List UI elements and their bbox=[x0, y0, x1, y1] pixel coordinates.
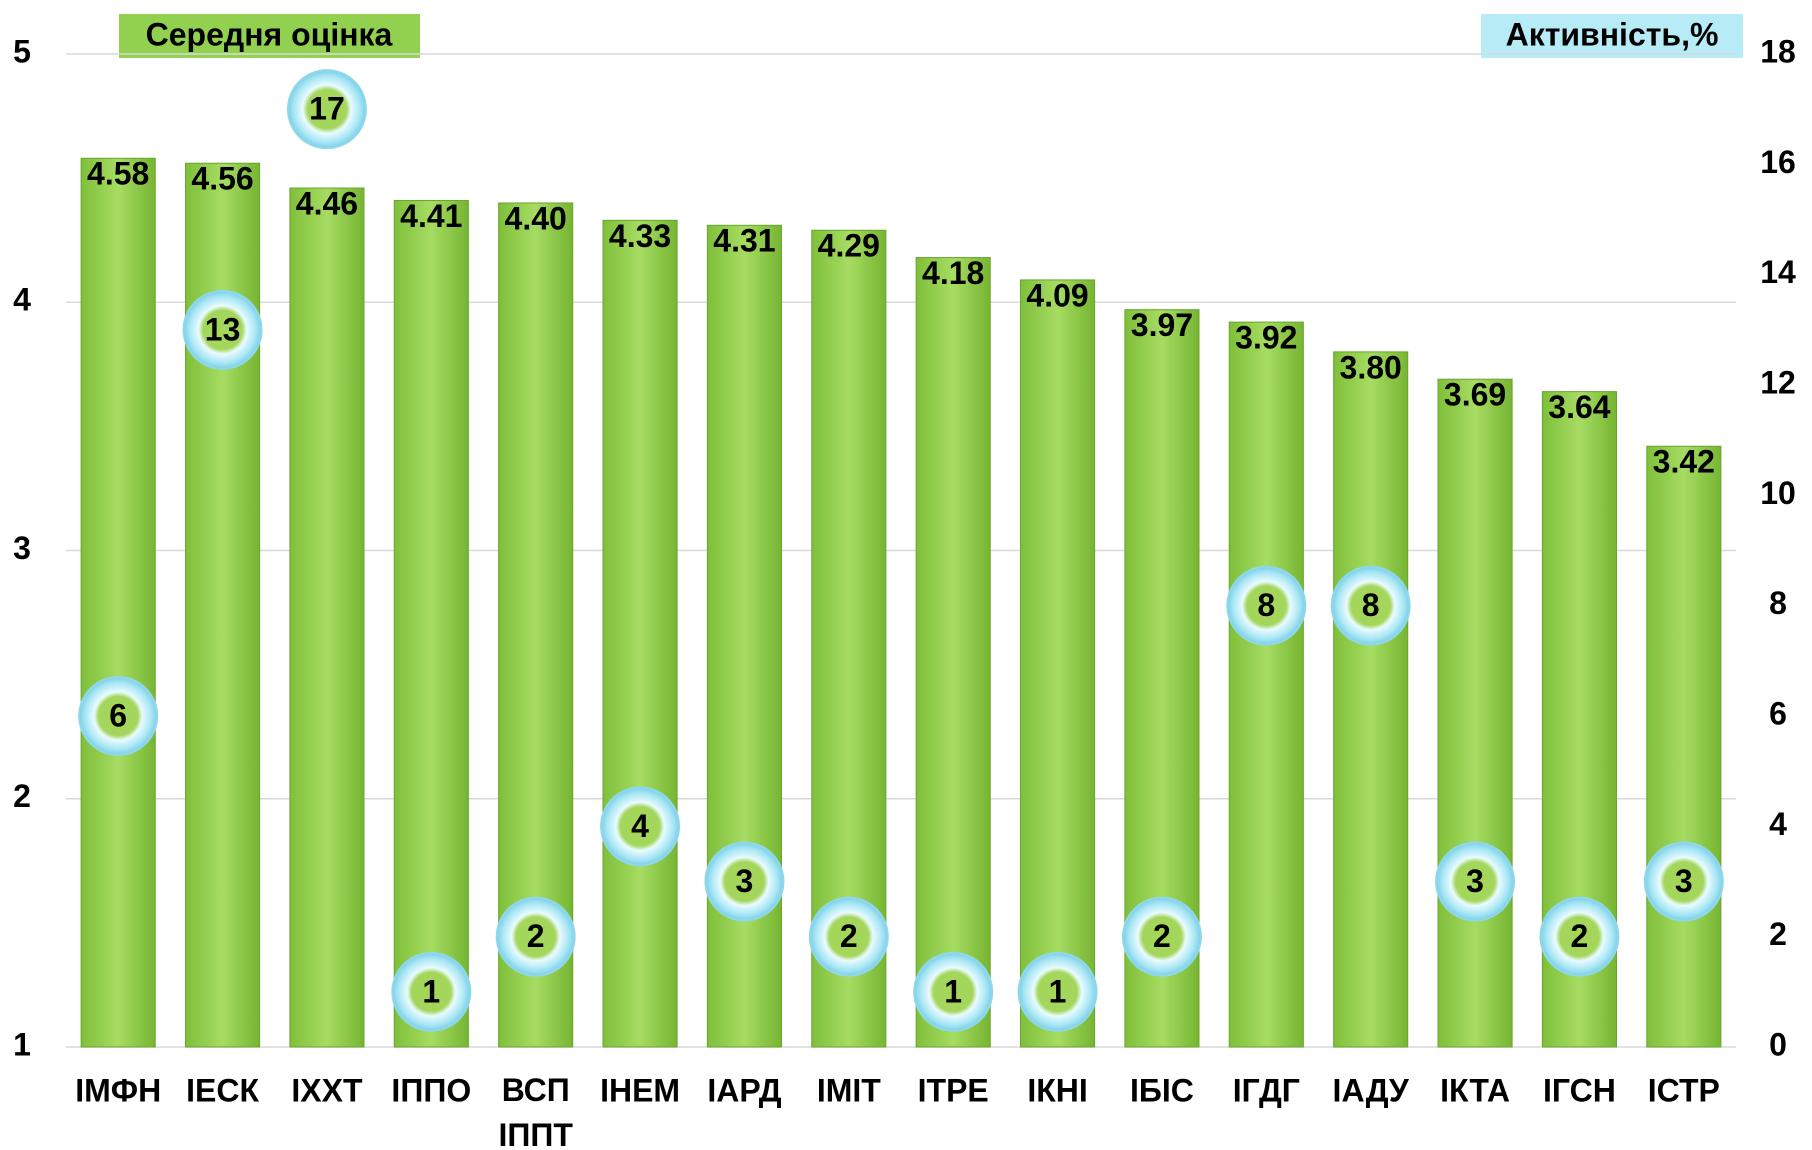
value-label: 4.58 bbox=[87, 156, 149, 192]
y2-tick-label: 16 bbox=[1760, 144, 1796, 180]
y2-tick-label: 10 bbox=[1760, 475, 1796, 511]
bubble-label: 4 bbox=[631, 808, 649, 844]
y2-tick-label: 2 bbox=[1769, 916, 1787, 952]
bar bbox=[706, 224, 782, 1048]
value-label: 3.69 bbox=[1444, 377, 1506, 413]
value-label: 3.42 bbox=[1653, 444, 1715, 480]
legend-label: Середня оцінка bbox=[146, 16, 393, 52]
x-tick-label: ІАДУ bbox=[1333, 1072, 1410, 1108]
x-tick-label: ІЕСК bbox=[186, 1072, 259, 1108]
bar bbox=[393, 199, 469, 1048]
activity-bubble bbox=[600, 786, 681, 867]
y-tick-label: 5 bbox=[13, 33, 31, 69]
bar bbox=[602, 219, 678, 1048]
value-label: 4.31 bbox=[713, 223, 775, 259]
activity-bubble bbox=[286, 69, 367, 150]
x-tick-label: ВСП ІППТ bbox=[498, 1072, 573, 1150]
y2-tick-label: 6 bbox=[1769, 695, 1787, 731]
legend-label: Активність,% bbox=[1506, 16, 1719, 52]
value-label: 4.09 bbox=[1026, 277, 1088, 313]
value-label: 3.80 bbox=[1340, 349, 1402, 385]
y-tick-label: 4 bbox=[13, 282, 31, 318]
y2-tick-label: 14 bbox=[1760, 254, 1796, 290]
bubble-label: 1 bbox=[944, 973, 962, 1009]
bar bbox=[1228, 321, 1304, 1048]
activity-bubble bbox=[182, 289, 263, 370]
value-label: 3.92 bbox=[1235, 320, 1297, 356]
activity-bubble bbox=[913, 951, 994, 1032]
x-tick-label: ІХХТ bbox=[291, 1072, 363, 1108]
y2-tick-label: 12 bbox=[1760, 364, 1796, 400]
bar bbox=[1333, 351, 1409, 1048]
activity-bubble bbox=[1017, 951, 1098, 1032]
bubble-label: 13 bbox=[205, 311, 241, 347]
bubble-label: 2 bbox=[840, 918, 858, 954]
activity-bubble bbox=[808, 896, 889, 977]
activity-bubble bbox=[495, 896, 576, 977]
y-tick-label: 3 bbox=[13, 530, 31, 566]
activity-bubble bbox=[704, 841, 785, 922]
value-label: 4.46 bbox=[296, 186, 358, 222]
activity-bubble bbox=[78, 676, 159, 756]
activity-bubble bbox=[1539, 896, 1620, 977]
y-tick-label: 2 bbox=[13, 778, 31, 814]
value-label: 4.56 bbox=[191, 161, 253, 197]
value-label: 3.64 bbox=[1548, 389, 1610, 425]
bubble-label: 8 bbox=[1257, 587, 1275, 623]
x-tick-label: ІСТР bbox=[1648, 1072, 1720, 1108]
value-label: 4.29 bbox=[818, 228, 880, 264]
x-tick-label: ІНЕМ bbox=[600, 1072, 680, 1108]
bubble-label: 6 bbox=[109, 697, 127, 733]
y2-tick-label: 4 bbox=[1769, 806, 1787, 842]
x-tick-label: ІАРД bbox=[707, 1072, 781, 1108]
bubble-label: 1 bbox=[1049, 973, 1067, 1009]
x-tick-label: ІМІТ bbox=[817, 1072, 881, 1108]
activity-bubble bbox=[1226, 565, 1307, 646]
value-label: 4.33 bbox=[609, 218, 671, 254]
bubble-label: 8 bbox=[1362, 587, 1380, 623]
bubble-label: 3 bbox=[1466, 863, 1484, 899]
bar bbox=[80, 157, 156, 1048]
legend-box bbox=[1481, 14, 1743, 58]
x-tick-label: ІБІС bbox=[1130, 1072, 1194, 1108]
value-label: 4.18 bbox=[922, 255, 984, 291]
y2-tick-label: 8 bbox=[1769, 585, 1787, 621]
bar bbox=[1437, 378, 1513, 1048]
bubble-label: 3 bbox=[736, 863, 754, 899]
y-tick-label: 1 bbox=[13, 1026, 31, 1062]
activity-bubble bbox=[1330, 565, 1411, 646]
x-tick-label: ІТРЕ bbox=[918, 1072, 989, 1108]
x-tick-label: ІГСН bbox=[1543, 1072, 1616, 1108]
x-tick-label: ІМФН bbox=[75, 1072, 161, 1108]
x-tick-label: ІКТА bbox=[1440, 1072, 1510, 1108]
bubble-label: 2 bbox=[1571, 918, 1589, 954]
legend-box bbox=[119, 14, 420, 58]
value-label: 4.40 bbox=[505, 200, 567, 236]
x-tick-label: ІКНІ bbox=[1027, 1072, 1087, 1108]
y2-tick-label: 0 bbox=[1769, 1026, 1787, 1062]
x-tick-label: ІГДГ bbox=[1233, 1072, 1300, 1108]
activity-bubble bbox=[391, 951, 472, 1032]
bar bbox=[1646, 445, 1722, 1048]
bubble-label: 1 bbox=[422, 973, 440, 1009]
y2-tick-label: 18 bbox=[1760, 33, 1796, 69]
activity-bubble bbox=[1121, 896, 1202, 977]
bubble-label: 3 bbox=[1675, 863, 1693, 899]
activity-bubble bbox=[1435, 841, 1516, 922]
bubble-label: 17 bbox=[309, 91, 345, 127]
activity-bubble bbox=[1643, 841, 1724, 922]
value-label: 3.97 bbox=[1131, 307, 1193, 343]
bubble-label: 2 bbox=[527, 918, 545, 954]
x-tick-label: ІППО bbox=[391, 1072, 471, 1108]
bar bbox=[1020, 279, 1096, 1048]
bar bbox=[915, 257, 991, 1048]
bubble-label: 2 bbox=[1153, 918, 1171, 954]
bar bbox=[289, 187, 365, 1048]
value-label: 4.41 bbox=[400, 198, 462, 234]
